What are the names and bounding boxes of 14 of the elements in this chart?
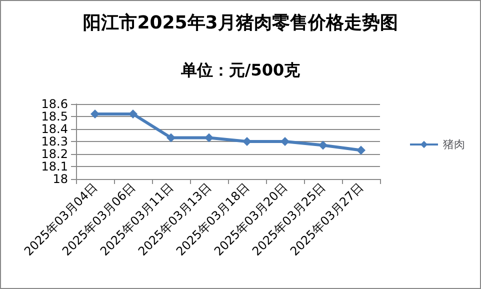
- y-tick-label: 18.5: [41, 110, 68, 124]
- y-tick-label: 18: [52, 172, 68, 186]
- chart-subtitle: 单位：元/500克: [180, 60, 302, 80]
- y-tick-label: 18.2: [41, 147, 68, 161]
- chart-title: 阳江市2025年3月猪肉零售价格走势图: [83, 12, 398, 34]
- point: [356, 146, 366, 155]
- legend-label: 猪肉: [443, 138, 465, 151]
- point: [166, 133, 176, 142]
- y-tick-label: 18.6: [41, 97, 68, 111]
- point: [318, 140, 328, 150]
- y-tick-label: 18.4: [41, 122, 68, 136]
- point: [204, 133, 214, 142]
- y-tick-label: 18.3: [41, 134, 68, 148]
- y-tick-label: 18.1: [41, 160, 68, 174]
